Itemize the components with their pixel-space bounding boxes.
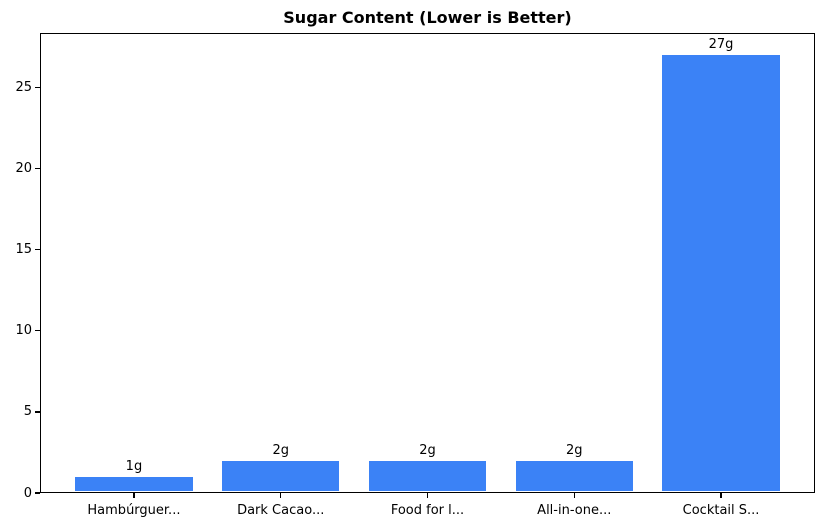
- bar-value-label: 2g: [566, 442, 583, 458]
- bar: [662, 54, 780, 492]
- x-tick-label: Cocktail S...: [682, 503, 760, 518]
- bar-value-label: 2g: [419, 442, 436, 458]
- bar-value-label: 27g: [708, 36, 734, 52]
- bar: [368, 460, 487, 492]
- bar: [75, 476, 193, 492]
- x-tick-mark: [720, 493, 722, 498]
- x-tick-mark: [426, 493, 429, 498]
- chart-title: Sugar Content (Lower is Better): [283, 8, 572, 27]
- x-tick-mark: [133, 493, 135, 498]
- y-tick-mark: [35, 329, 40, 332]
- y-tick-mark: [35, 167, 40, 170]
- x-tick-mark: [279, 493, 282, 498]
- bar-value-label: 2g: [272, 442, 289, 458]
- x-tick-label: Dark Cacao...: [237, 503, 325, 518]
- y-tick-label: 15: [15, 242, 32, 258]
- bar-value-label: 1g: [125, 458, 143, 474]
- x-tick-label: All-in-one...: [537, 503, 612, 518]
- y-tick-mark: [35, 86, 40, 89]
- x-tick-mark: [573, 493, 576, 498]
- y-tick-label: 25: [15, 79, 32, 95]
- y-tick-label: 10: [15, 323, 32, 339]
- y-tick-label: 20: [15, 160, 32, 176]
- bar: [222, 460, 340, 492]
- x-tick-label: Food for l...: [390, 503, 465, 518]
- y-tick-mark: [35, 492, 40, 494]
- y-tick-label: 5: [23, 404, 32, 420]
- y-tick-mark: [35, 411, 40, 413]
- y-tick-mark: [35, 248, 40, 251]
- y-tick-label: 0: [23, 485, 32, 501]
- x-tick-label: Hambúrguer...: [87, 503, 181, 518]
- bar: [515, 460, 633, 492]
